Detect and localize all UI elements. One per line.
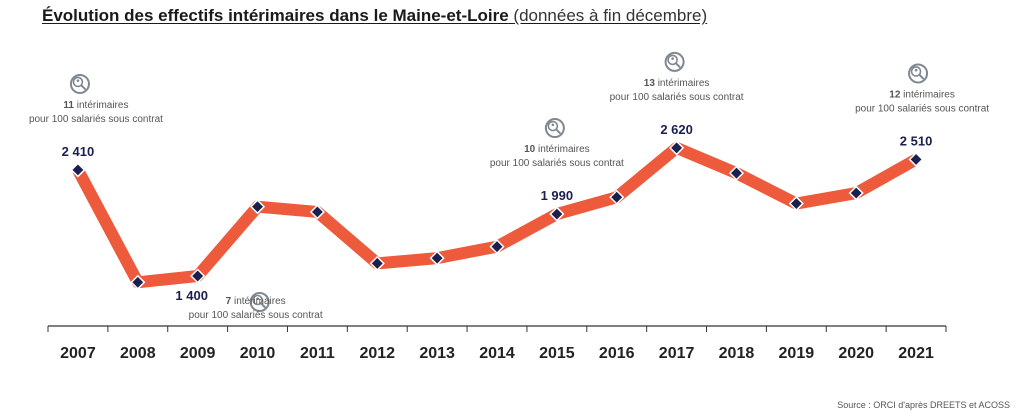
- x-tick-label: 2009: [180, 345, 216, 362]
- annotation: 10 intérimaires pour 100 salariés sous co…: [490, 118, 624, 169]
- data-point-marker: [609, 189, 625, 205]
- x-tick-label: 2013: [419, 345, 455, 362]
- annotation-line1: 7 intérimaires: [226, 296, 286, 307]
- icon-handle: [675, 62, 681, 68]
- annotations: 11 intérimaires pour 100 salariés sous co…: [29, 51, 989, 321]
- data-point-marker: [908, 151, 924, 168]
- value-label: 1 400: [175, 288, 208, 303]
- annotation: 11 intérimaires pour 100 salariés sous co…: [29, 73, 163, 125]
- icon-handle: [555, 128, 561, 135]
- value-labels: 2 410 1 400 1 990 2 620 2 510: [62, 122, 933, 303]
- x-tick-label: 2012: [359, 345, 395, 362]
- icon-ring: [249, 292, 270, 312]
- data-point-marker: [669, 140, 685, 156]
- icon-handle: [80, 84, 86, 90]
- annotation-line2: pour 100 salariés sous contrat: [29, 114, 163, 125]
- icon-handle: [918, 73, 925, 80]
- data-point-marker: [369, 255, 385, 271]
- annotation-unit: intérimaires: [655, 78, 709, 89]
- x-tick-label: 2016: [599, 345, 635, 362]
- data-point-marker: [70, 162, 86, 178]
- x-tick-label: 2014: [479, 345, 515, 362]
- person-search-icon: [544, 118, 565, 139]
- x-tick-label: 2015: [539, 345, 575, 362]
- x-tick-label: 2020: [838, 345, 874, 362]
- x-tick-label: 2010: [240, 345, 276, 362]
- x-tick-label: 2017: [659, 345, 695, 362]
- annotation-line2: pour 100 salariés sous contrat: [189, 310, 323, 321]
- x-tick-label: 2011: [300, 345, 335, 362]
- value-label: 2 410: [62, 144, 95, 159]
- icon-head: [671, 57, 674, 60]
- data-point-marker: [848, 185, 864, 201]
- annotation-unit: intérimaires: [535, 144, 589, 155]
- annotation: 12 intérimaires pour 100 salariés sous co…: [855, 63, 989, 114]
- data-point-marker: [190, 268, 206, 284]
- icon-ring: [544, 118, 565, 139]
- x-tick-label: 2008: [120, 345, 156, 362]
- annotation-unit: intérimaires: [74, 100, 128, 111]
- icon-head: [76, 79, 80, 82]
- icon-head: [551, 123, 555, 127]
- data-point-marker: [489, 239, 505, 255]
- chart-title: Évolution des effectifs intérimaires dan…: [42, 6, 707, 26]
- data-point-marker: [549, 206, 565, 222]
- data-point-marker: [788, 195, 804, 212]
- person-search-icon: [249, 292, 270, 312]
- annotation-unit: intérimaires: [900, 89, 954, 100]
- annotation-count: 13: [644, 78, 656, 89]
- icon-ring: [664, 51, 685, 72]
- x-tick-label: 2021: [898, 345, 934, 362]
- icon-lens: [547, 120, 559, 132]
- chart-title-main: Évolution des effectifs intérimaires dan…: [42, 6, 509, 25]
- x-tick-label: 2007: [60, 345, 96, 362]
- icon-lens: [72, 76, 84, 88]
- value-label: 2 510: [900, 133, 933, 148]
- icon-head: [914, 68, 918, 72]
- x-tick-label: 2019: [779, 345, 815, 362]
- icon-lens: [667, 54, 678, 66]
- person-search-icon: [908, 63, 929, 84]
- data-points: [70, 140, 924, 290]
- value-label: 1 990: [541, 188, 574, 203]
- value-label: 2 620: [660, 122, 693, 137]
- annotation-line1: 13 intérimaires: [644, 78, 710, 89]
- x-axis: 2007 2008 2009 2010 2011 2012 2013 2014 2015 2016…: [47, 325, 947, 362]
- annotation-count: 10: [524, 144, 536, 155]
- data-point-marker: [309, 204, 325, 220]
- annotation-line2: pour 100 salariés sous contrat: [610, 92, 744, 103]
- source-note: Source : ORCI d'après DREETS et ACOSS: [837, 400, 1010, 410]
- annotation-line1: 11 intérimaires: [63, 100, 128, 111]
- annotation-line1: 12 intérimaires: [889, 89, 955, 100]
- icon-lens: [910, 66, 922, 77]
- data-point-marker: [130, 274, 146, 290]
- annotation-count: 11: [63, 100, 74, 111]
- icon-lens: [252, 294, 263, 306]
- icon-handle: [260, 302, 266, 308]
- icon-ring: [69, 73, 90, 94]
- person-search-icon: [664, 51, 685, 72]
- annotation: 13 intérimaires pour 100 salariés sous co…: [610, 51, 744, 103]
- data-point-marker: [249, 199, 266, 215]
- chart-title-sub: (données à fin décembre): [513, 6, 708, 25]
- annotation: 7 intérimaires pour 100 salariés sous con…: [189, 292, 323, 321]
- annotation-count: 7: [226, 296, 232, 307]
- icon-head: [256, 297, 259, 301]
- x-tick-label: 2018: [719, 345, 755, 362]
- person-search-icon: [69, 73, 90, 94]
- annotation-line2: pour 100 salariés sous contrat: [490, 158, 624, 169]
- data-point-marker: [429, 250, 445, 266]
- annotation-line1: 10 intérimaires: [524, 144, 590, 155]
- icon-ring: [908, 63, 929, 84]
- annotation-count: 12: [889, 89, 901, 100]
- annotation-unit: intérimaires: [231, 296, 285, 307]
- annotation-line2: pour 100 salariés sous contrat: [855, 103, 989, 114]
- data-point-marker: [728, 165, 745, 181]
